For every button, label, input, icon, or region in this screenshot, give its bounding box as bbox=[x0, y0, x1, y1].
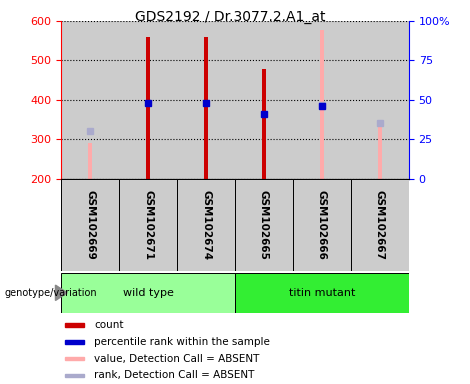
Bar bbox=[64, 323, 84, 327]
Bar bbox=[293, 179, 351, 271]
Bar bbox=[88, 143, 92, 179]
Bar bbox=[146, 37, 150, 179]
Text: percentile rank within the sample: percentile rank within the sample bbox=[94, 337, 270, 347]
Text: titin mutant: titin mutant bbox=[289, 288, 355, 298]
Text: GSM102669: GSM102669 bbox=[85, 190, 95, 260]
Bar bbox=[64, 340, 84, 344]
Text: genotype/variation: genotype/variation bbox=[5, 288, 97, 298]
Text: GSM102674: GSM102674 bbox=[201, 190, 211, 260]
Bar bbox=[204, 37, 208, 179]
Bar bbox=[61, 273, 235, 313]
Bar bbox=[61, 179, 119, 271]
Bar bbox=[119, 179, 177, 271]
Text: GDS2192 / Dr.3077.2.A1_at: GDS2192 / Dr.3077.2.A1_at bbox=[135, 10, 326, 23]
Text: GSM102671: GSM102671 bbox=[143, 190, 153, 260]
Text: wild type: wild type bbox=[123, 288, 173, 298]
Bar bbox=[320, 30, 324, 179]
Text: count: count bbox=[94, 320, 124, 330]
Text: rank, Detection Call = ABSENT: rank, Detection Call = ABSENT bbox=[94, 370, 255, 381]
Bar bbox=[378, 124, 382, 179]
Bar bbox=[64, 357, 84, 361]
Bar bbox=[177, 179, 235, 271]
Text: GSM102665: GSM102665 bbox=[259, 190, 269, 260]
Bar bbox=[235, 179, 293, 271]
Polygon shape bbox=[55, 285, 67, 300]
Text: GSM102667: GSM102667 bbox=[375, 190, 385, 260]
Text: GSM102666: GSM102666 bbox=[317, 190, 327, 260]
Text: value, Detection Call = ABSENT: value, Detection Call = ABSENT bbox=[94, 354, 259, 364]
Bar bbox=[64, 374, 84, 377]
Bar bbox=[262, 69, 266, 179]
Bar bbox=[351, 179, 409, 271]
Bar bbox=[235, 273, 409, 313]
